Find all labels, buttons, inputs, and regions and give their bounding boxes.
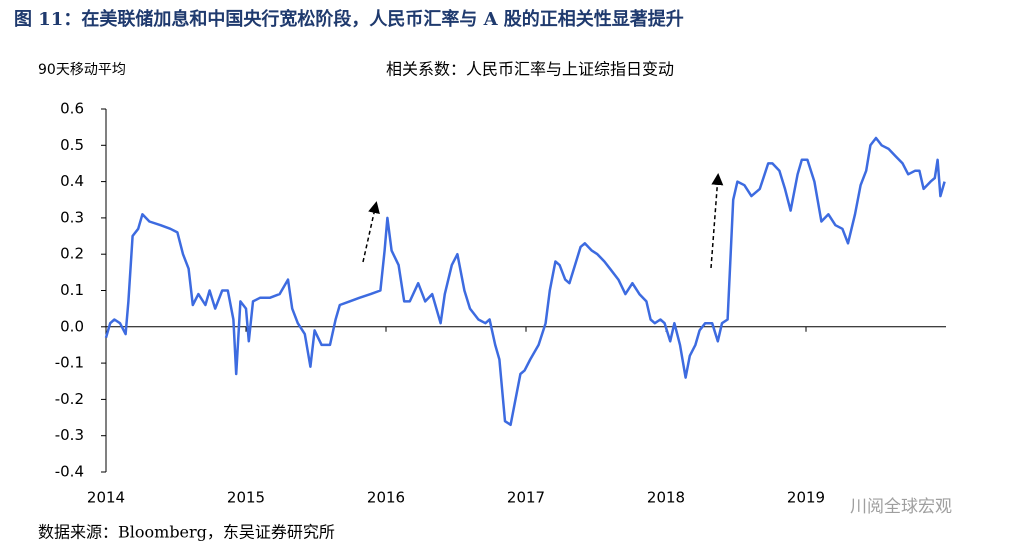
- annotation-arrow: [362, 201, 380, 263]
- chart-title: 图 11：在美联储加息和中国央行宽松阶段，人民币汇率与 A 股的正相关性显著提升: [14, 8, 684, 30]
- series-line: [104, 136, 946, 427]
- y-tick-label: 0.3: [60, 208, 84, 226]
- y-axis-label: 90天移动平均: [38, 62, 126, 78]
- chart-subtitle: 相关系数：人民币汇率与上证综指日变动: [386, 60, 674, 79]
- y-tick-label: 0.1: [60, 281, 84, 299]
- x-tick-label: 2017: [507, 489, 545, 507]
- y-tick-label: 0.0: [60, 317, 84, 335]
- watermark: 川阅全球宏观: [850, 497, 952, 517]
- x-tick-label: 2016: [367, 489, 405, 507]
- x-tick-label: 2019: [787, 489, 825, 507]
- x-tick-label: 2014: [87, 489, 125, 507]
- y-tick-label: -0.1: [55, 354, 84, 372]
- x-tick-label: 2015: [227, 489, 265, 507]
- y-tick-label: -0.2: [55, 390, 84, 408]
- y-tick-label: 0.4: [60, 172, 84, 190]
- annotation-arrow: [710, 173, 724, 269]
- y-tick-label: -0.3: [55, 426, 84, 444]
- y-tick-label: 0.6: [60, 100, 84, 118]
- x-tick-label: 2018: [647, 489, 685, 507]
- y-tick-label: 0.2: [60, 245, 84, 263]
- y-tick-label: -0.4: [55, 463, 84, 481]
- y-tick-label: 0.5: [60, 136, 84, 154]
- source: 数据来源：Bloomberg，东吴证券研究所: [38, 523, 335, 542]
